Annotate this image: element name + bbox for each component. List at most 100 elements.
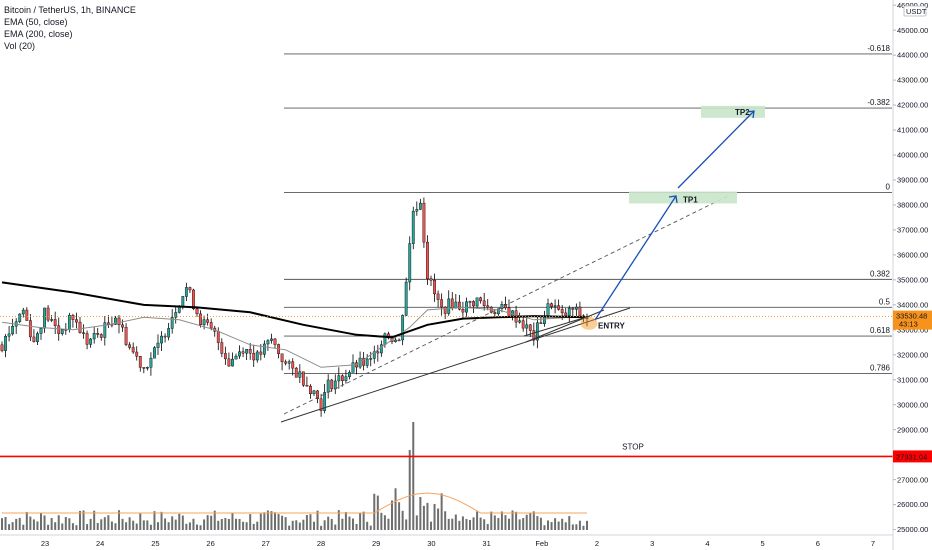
fib-level[interactable]: 0.786 [284,364,892,374]
time-axis[interactable]: 23 24 25 26 27 28 29 30 31 Feb 2 3 4 5 6 7 [0,534,893,548]
candle [135,346,139,361]
candle [479,296,483,304]
legend-volume[interactable]: Vol (20) [4,41,36,51]
volume-bar [135,523,138,530]
candle [25,307,29,321]
fib-level[interactable]: -0.382 [284,98,892,109]
candle-body [401,315,405,341]
candle [89,337,93,348]
fib-level[interactable]: 0.5 [284,297,892,308]
candle [550,302,553,310]
arrow-to-tp1[interactable] [594,195,677,321]
fib-label: 0 [886,182,891,191]
fib-level[interactable]: 0 [284,182,892,193]
volume-bar [220,518,223,530]
fib-level[interactable]: -0.618 [284,44,892,55]
volume-bar [440,493,443,530]
candle [163,333,167,343]
x-tick-label: 3 [650,539,654,548]
candle-body [280,353,284,363]
candle-body [479,297,483,302]
arrow-to-tp2[interactable] [677,110,755,189]
x-tick-label: 31 [482,539,490,548]
candle-body [238,351,241,357]
price-axis[interactable]: 25000.0026000.0027000.0028000.0029000.00… [892,0,932,550]
candle [96,327,100,338]
currency-label[interactable]: USDT [903,5,927,17]
candle [358,351,362,369]
volume-bar [518,519,521,530]
candle [521,316,525,332]
volume-bar [376,495,379,530]
channel-dashed-line[interactable] [283,194,731,415]
volume-bar [582,525,585,530]
candle-body [170,317,174,329]
wedge-upper-line[interactable] [523,315,591,337]
candle [312,389,316,397]
candle-body [145,367,149,369]
volume-bar [178,513,181,530]
y-tick-label: 34000.00 [897,300,928,309]
candle-body [472,301,475,307]
volume-bar [362,511,365,530]
candle [167,322,171,341]
volume-bar [568,516,571,530]
volume-bar [454,514,457,530]
candle-body [53,319,57,326]
volume-bar [539,517,542,530]
candle-body [92,333,96,340]
volume-bar [107,515,110,530]
volume-bar [430,521,432,530]
candle [92,326,96,344]
candle-body [160,335,163,344]
candle-body [262,343,266,355]
candle [153,346,156,359]
currency-text: USDT [906,7,927,16]
candle-body [57,325,61,334]
y-tick-label: 44000.00 [897,51,928,60]
entry-marker[interactable] [580,316,598,330]
volume-bar [578,520,581,530]
legend-ema200[interactable]: EMA (200, close) [4,29,73,39]
volume-bar [36,521,39,530]
candle [234,353,238,360]
volume-bar [1,518,3,530]
legend-symbol[interactable]: Bitcoin / TetherUS, 1h, BINANCE [4,5,136,15]
candle-body [273,338,277,345]
volume-bar [93,510,96,530]
candle-body [106,322,110,325]
candle [266,339,270,351]
volume-bar [185,523,188,530]
volume-bar [394,488,397,530]
tp1-zone[interactable] [629,191,737,204]
volume-bar [490,511,493,530]
candle-body [18,313,22,322]
volume-bar [149,524,152,530]
drawings[interactable]: STOP TP1 TP2 ENTRY [0,105,893,458]
candle-body [220,342,224,354]
wedge-lower-line[interactable] [525,309,605,343]
candle [574,303,578,317]
volume-bar [291,520,294,530]
candle-body [461,309,465,313]
volume-bar [121,518,124,530]
candle-body [553,305,557,307]
candle [408,236,412,291]
fib-level[interactable]: 0.382 [284,269,892,280]
candle [362,351,366,371]
support-trendline[interactable] [280,307,631,423]
tp2-zone[interactable] [701,105,765,118]
volume-bar [486,524,489,530]
fibonacci-levels[interactable]: -0.618 -0.382 0 0.382 0.5 0.618 0.786 [284,44,892,374]
candle [117,314,121,334]
volume-bar [139,513,142,530]
legend-ema50[interactable]: EMA (50, close) [4,17,68,27]
current-price-tag[interactable] [893,310,932,330]
candle-body [348,372,351,377]
countdown-text: 43:13 [899,320,918,329]
entry-label: ENTRY [598,321,625,330]
candle-body [82,332,85,334]
candle [223,346,227,365]
y-tick-label: 33000.00 [897,325,928,334]
